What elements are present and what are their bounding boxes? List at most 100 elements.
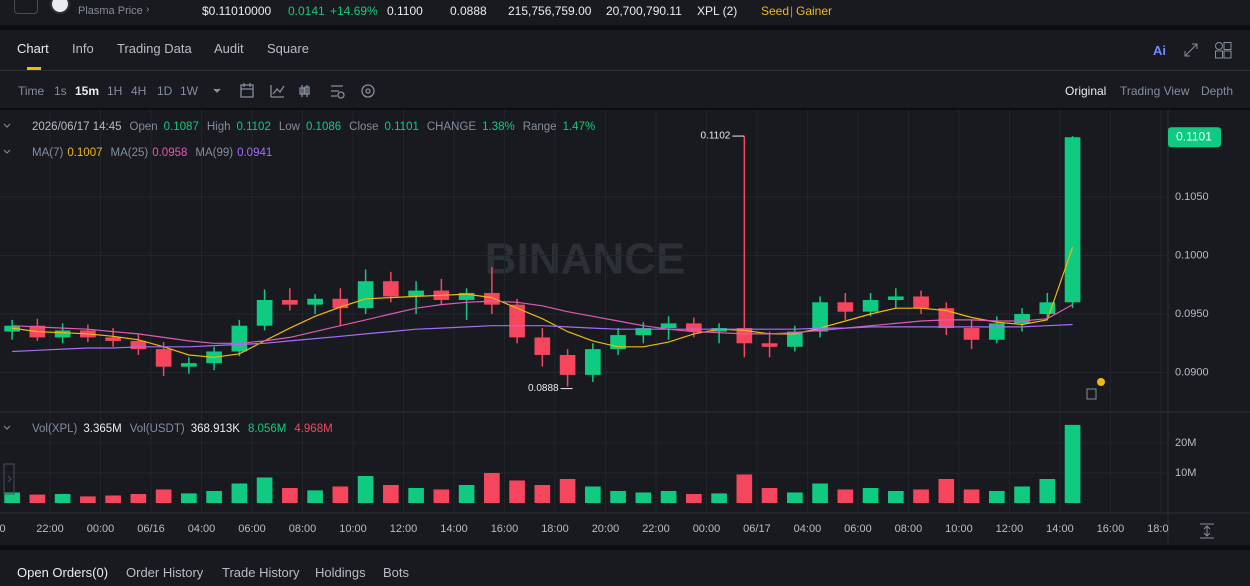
candle-body xyxy=(54,330,71,338)
axis-cover xyxy=(1169,514,1250,545)
legend-text: 0.1101 xyxy=(385,121,419,133)
volume-bar xyxy=(383,484,399,503)
layout-icon[interactable] xyxy=(1214,41,1232,59)
collapse-icon xyxy=(3,123,11,430)
tab[interactable]: Bots xyxy=(383,565,410,580)
expand-icon[interactable] xyxy=(1183,42,1199,58)
candle-body xyxy=(988,323,1005,340)
tag[interactable]: Seed xyxy=(761,4,790,18)
view-option[interactable]: Trading View xyxy=(1120,84,1190,98)
volume-bar xyxy=(837,489,854,503)
x-tick-label: 00:00 xyxy=(693,523,721,535)
volume-bar xyxy=(686,493,702,503)
candle-body xyxy=(736,328,753,344)
legend-text: 0.1086 xyxy=(306,121,341,133)
token-count[interactable]: XPL (2) xyxy=(697,4,738,18)
tab[interactable]: Audit xyxy=(214,41,244,56)
tab[interactable]: Square xyxy=(267,41,309,56)
tab[interactable]: Info xyxy=(72,41,94,56)
legend-text: 3.365M xyxy=(83,423,121,435)
volume-bar xyxy=(938,478,955,503)
volume-bar xyxy=(585,486,601,503)
price-tag xyxy=(1168,127,1221,148)
candle-body xyxy=(357,281,374,309)
x-tick-label: 00 xyxy=(0,523,6,535)
tab[interactable]: Order History xyxy=(126,565,204,580)
y-tick-label: 0.1050 xyxy=(1175,191,1209,203)
tab[interactable]: Holdings xyxy=(315,565,366,580)
interval[interactable]: 4H xyxy=(131,84,147,98)
ai-button[interactable]: Ai xyxy=(1153,43,1166,58)
volume-bar xyxy=(155,489,172,503)
volume-bar xyxy=(610,490,626,503)
high-annotation: 0.1102 xyxy=(700,131,730,142)
volume-bar xyxy=(282,487,298,503)
legend-text: 4.968M xyxy=(294,423,332,435)
view-option[interactable]: Original xyxy=(1065,84,1107,98)
legend-text: Low xyxy=(279,121,301,133)
volume-bar xyxy=(54,493,71,503)
candle-body xyxy=(938,308,955,329)
volume-tick-label: 20M xyxy=(1175,437,1196,449)
x-tick-label: 06:00 xyxy=(238,523,266,535)
legend-text: Close xyxy=(349,121,378,133)
candle-body xyxy=(887,296,904,300)
candle-body xyxy=(862,299,879,312)
interval[interactable]: 1W xyxy=(180,84,198,98)
volume-bar xyxy=(761,487,778,503)
tab[interactable]: Trading Data xyxy=(117,41,192,56)
candle-body xyxy=(837,302,854,312)
x-tick-label: 18:00 xyxy=(1147,523,1175,535)
volume-bar xyxy=(988,490,1005,503)
tag[interactable]: Gainer xyxy=(796,4,833,18)
candle-body xyxy=(256,299,273,326)
favorite-button[interactable] xyxy=(14,0,38,14)
x-tick-label: 08:00 xyxy=(289,523,317,535)
candle-body xyxy=(812,302,828,332)
x-tick-label: 12:00 xyxy=(996,523,1024,535)
legend xyxy=(0,110,1168,513)
candle-body xyxy=(1014,314,1030,324)
scale-icon xyxy=(1200,523,1214,539)
legend-text: 0.0958 xyxy=(152,147,187,159)
legend-text: 368.913K xyxy=(191,423,241,435)
candle-body xyxy=(1064,137,1081,303)
x-tick-label: 16:00 xyxy=(1097,523,1125,535)
legend-text: 2026/06/17 14:45 xyxy=(32,121,122,133)
view-option[interactable]: Depth xyxy=(1201,84,1234,98)
candle-body xyxy=(130,340,147,350)
candle-body xyxy=(181,363,197,367)
volume-bar xyxy=(231,483,248,503)
interval[interactable]: 15m xyxy=(75,84,100,98)
interval[interactable]: 1D xyxy=(157,84,173,98)
candle-body xyxy=(635,328,652,336)
tab[interactable]: Trade History xyxy=(222,565,300,580)
legend-text: Vol(USDT) xyxy=(130,423,185,435)
x-tick-label: 20:00 xyxy=(592,523,620,535)
tab[interactable]: Chart xyxy=(17,41,49,56)
chart-background xyxy=(0,110,1250,545)
volume-bar xyxy=(963,489,980,503)
x-tick-label: 08:00 xyxy=(895,523,923,535)
legend-text: 0.1087 xyxy=(164,121,199,133)
x-tick-label: 04:00 xyxy=(188,523,216,535)
volume-bar xyxy=(307,490,323,503)
toolbar-icons[interactable] xyxy=(210,82,380,100)
candle-body xyxy=(559,354,576,375)
candle-body xyxy=(660,323,677,329)
alert-icon xyxy=(1086,388,1097,400)
candle-body xyxy=(484,292,500,305)
token-name[interactable]: Plasma Price xyxy=(78,5,143,17)
x-tick-label: 14:00 xyxy=(1046,523,1074,535)
volume-bar xyxy=(433,489,450,503)
moving-average xyxy=(12,247,1074,358)
interval[interactable]: 1H xyxy=(107,84,123,98)
x-tick-label: 22:00 xyxy=(642,523,670,535)
volume-bar xyxy=(256,477,273,503)
volume-bar xyxy=(812,483,828,503)
tab[interactable]: Open Orders(0) xyxy=(17,565,109,580)
candle-body xyxy=(383,281,399,297)
panel-handle xyxy=(3,463,15,495)
interval[interactable]: 1s xyxy=(54,84,67,98)
